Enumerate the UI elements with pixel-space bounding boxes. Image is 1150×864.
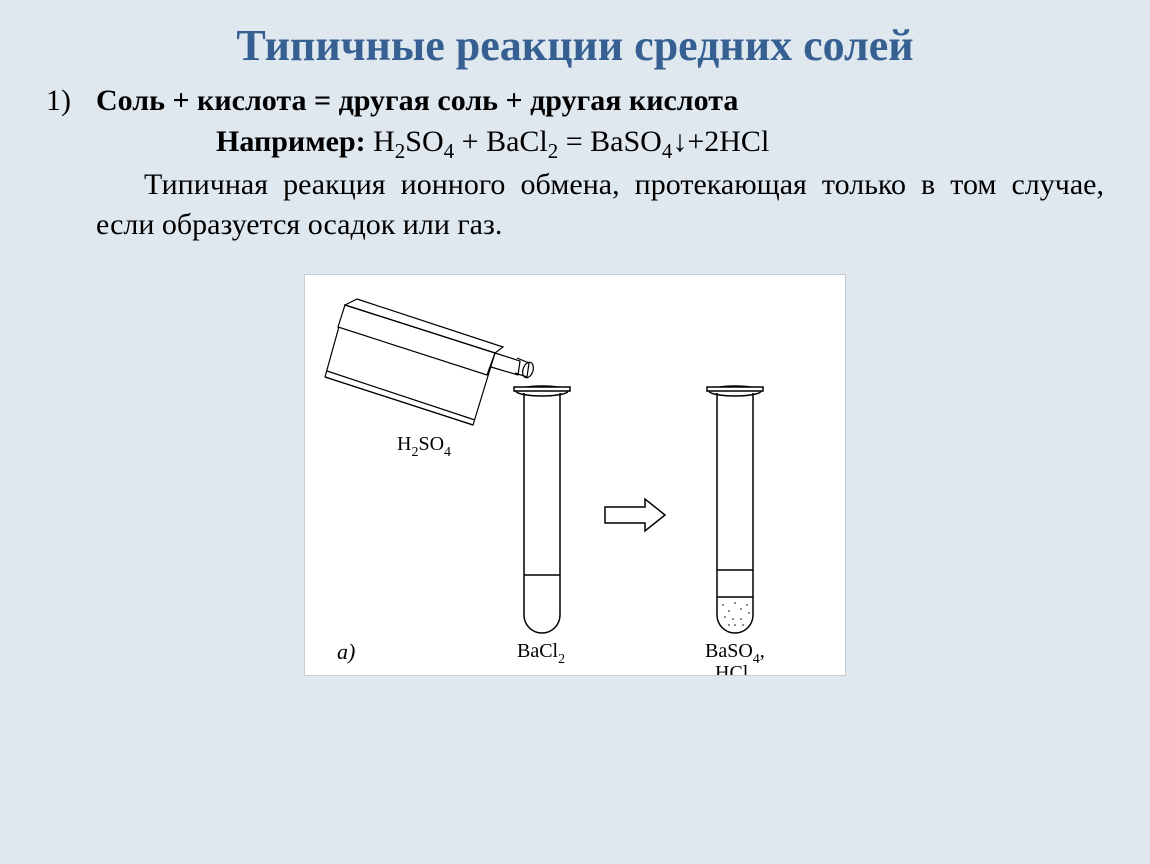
eq-part: H	[373, 125, 395, 158]
slide-content: 1) Соль + кислота = другая соль + другая…	[0, 81, 1150, 676]
tube2-label-line2: HCl	[715, 662, 749, 675]
reaction-arrow-icon	[605, 499, 665, 531]
slide: Типичные реакции средних солей 1) Соль +…	[0, 0, 1150, 864]
flask-label: H2SO4	[397, 433, 451, 460]
tube1-label: BaCl2	[517, 640, 565, 667]
figure-container: H2SO4	[46, 274, 1104, 676]
eq-part: +2HCl	[687, 125, 769, 158]
experiment-svg: H2SO4	[305, 275, 845, 675]
equation: H2SO4 + BaCl2 = BaSO4↓+2HCl	[373, 125, 769, 158]
example-line: Например: H2SO4 + BaCl2 = BaSO4↓+2HCl	[46, 122, 1104, 165]
example-label: Например:	[216, 125, 366, 158]
panel-label: а)	[337, 639, 355, 664]
eq-sub: 2	[548, 139, 559, 163]
list-number: 1)	[46, 81, 96, 122]
list-item-1: 1) Соль + кислота = другая соль + другая…	[46, 81, 1104, 122]
eq-part: = BaSO	[558, 125, 662, 158]
eq-sub: 4	[444, 139, 455, 163]
figure-panel: H2SO4	[304, 274, 846, 676]
eq-sub: 4	[662, 139, 673, 163]
reagent-bottle-icon	[325, 299, 535, 425]
explanation-paragraph: Типичная реакция ионного обмена, протека…	[46, 165, 1104, 246]
eq-part: SO	[405, 125, 443, 158]
eq-sub: 2	[395, 139, 406, 163]
test-tube-left-icon	[514, 386, 570, 633]
eq-part: + BaCl	[454, 125, 548, 158]
slide-title: Типичные реакции средних солей	[0, 0, 1150, 81]
precipitate-down-arrow-icon: ↓	[672, 122, 687, 163]
list-rule-text: Соль + кислота = другая соль + другая ки…	[96, 81, 1104, 122]
test-tube-right-icon	[707, 386, 763, 633]
